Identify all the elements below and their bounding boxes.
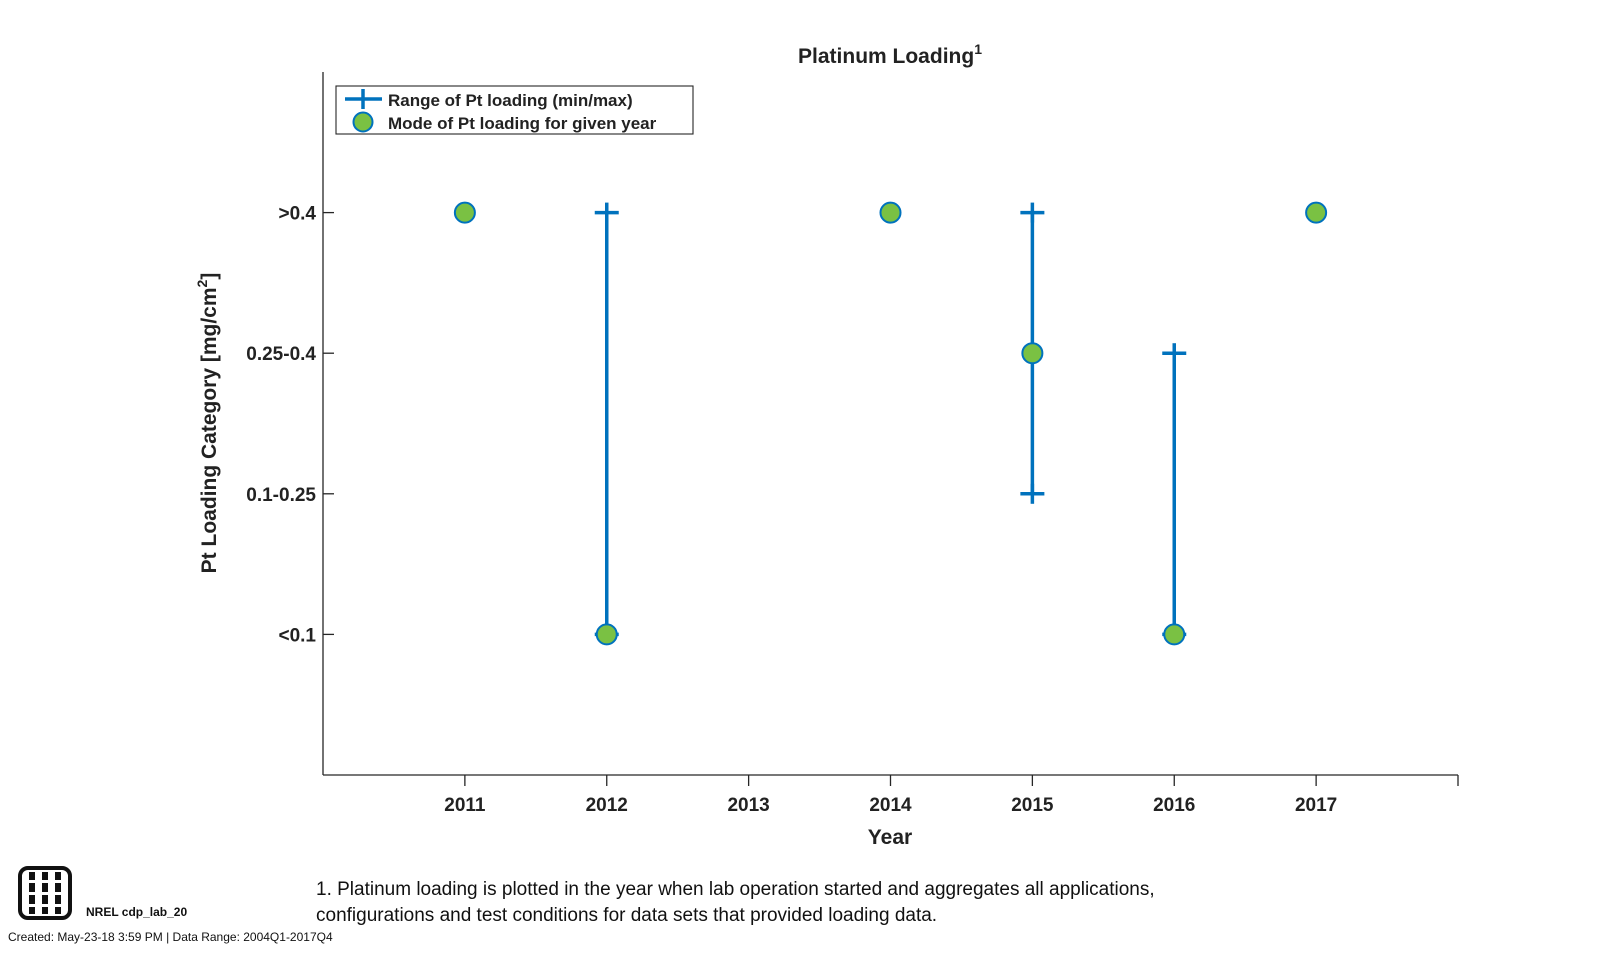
- x-tick-label: 2011: [444, 795, 486, 816]
- x-tick-label: 2016: [1153, 795, 1195, 816]
- axis-ticks: 2011 2012 2013 2014 2015 2016 2017 <0.1 0.1-0.25…: [246, 204, 1337, 816]
- y-tick-label: 0.1-0.25: [246, 485, 316, 506]
- legend-mode-label: Mode of Pt loading for given year: [388, 114, 657, 133]
- legend-range-marker: [345, 89, 382, 109]
- mode-point: [1163, 623, 1186, 646]
- range-plus-marker: [1162, 343, 1187, 364]
- mode-point: [595, 623, 618, 646]
- lab-id: NREL cdp_lab_20: [86, 905, 188, 919]
- y-tick-label: <0.1: [278, 625, 316, 646]
- x-tick-label: 2014: [869, 795, 912, 816]
- range-plus-marker: [1020, 202, 1045, 223]
- nrel-logo: [18, 866, 72, 920]
- legend-range-label: Range of Pt loading (min/max): [388, 91, 633, 110]
- footnote-line-1: 1. Platinum loading is plotted in the ye…: [316, 879, 1155, 900]
- range-plus-marker: [1020, 483, 1045, 504]
- x-tick-label: 2015: [1011, 795, 1054, 816]
- footnote-line-2: configurations and test conditions for d…: [316, 905, 938, 926]
- legend-box: [335, 85, 694, 135]
- y-tick-label: >0.4: [278, 204, 316, 225]
- chart-title: Platinum Loading1: [798, 41, 982, 68]
- mode-series: [453, 201, 1328, 646]
- legend: Range of Pt loading (min/max) Mode of Pt…: [335, 85, 694, 135]
- created-info: Created: May-23-18 3:59 PM | Data Range:…: [8, 930, 333, 944]
- range-series: [594, 202, 1187, 645]
- mode-point: [879, 201, 902, 224]
- mode-point: [1305, 201, 1328, 224]
- x-tick-label: 2012: [586, 795, 628, 816]
- x-tick-label: 2017: [1295, 795, 1337, 816]
- footnote: 1. Platinum loading is plotted in the ye…: [316, 877, 1155, 929]
- y-tick-label: 0.25-0.4: [246, 344, 316, 365]
- range-plus-marker: [594, 202, 619, 223]
- x-tick-label: 2013: [727, 795, 769, 816]
- y-axis-label: Pt Loading Category [mg/cm2]: [194, 273, 221, 574]
- x-axis-label: Year: [868, 826, 912, 849]
- mode-point: [1021, 342, 1044, 365]
- legend-mode-marker: [352, 111, 374, 133]
- mode-point: [453, 201, 476, 224]
